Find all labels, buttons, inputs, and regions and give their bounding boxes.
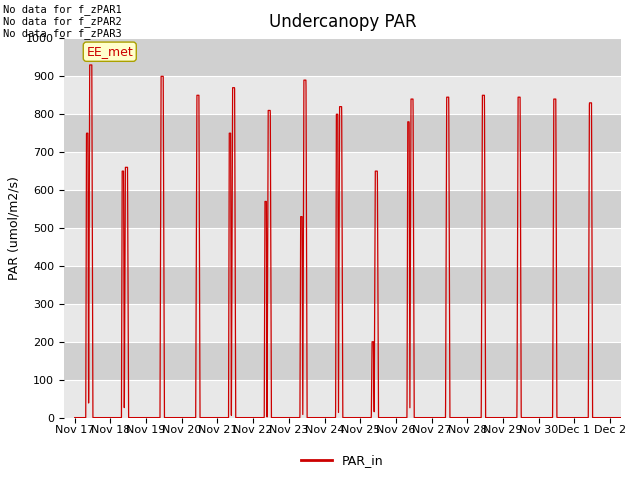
Bar — [64, 342, 621, 380]
Bar — [64, 114, 621, 152]
Text: No data for f_zPAR2: No data for f_zPAR2 — [3, 16, 122, 27]
Text: No data for f_zPAR1: No data for f_zPAR1 — [3, 4, 122, 15]
Bar — [64, 228, 621, 266]
Y-axis label: PAR (umol/m2/s): PAR (umol/m2/s) — [8, 176, 20, 280]
Bar — [64, 304, 621, 342]
Bar — [64, 152, 621, 190]
Bar — [64, 190, 621, 228]
Bar — [64, 76, 621, 114]
Bar — [64, 266, 621, 304]
Bar — [64, 380, 621, 418]
Text: EE_met: EE_met — [86, 45, 133, 58]
Legend: PAR_in: PAR_in — [296, 449, 389, 472]
Text: No data for f_zPAR3: No data for f_zPAR3 — [3, 28, 122, 39]
Bar — [64, 38, 621, 76]
Title: Undercanopy PAR: Undercanopy PAR — [269, 13, 416, 31]
